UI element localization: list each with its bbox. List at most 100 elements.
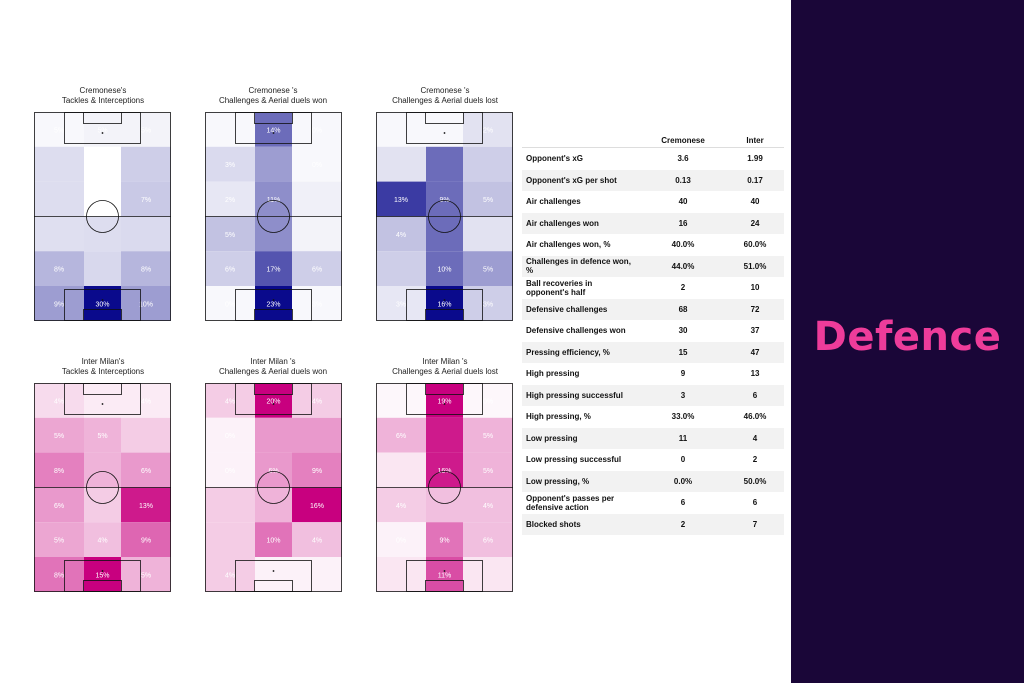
- inter-value: 6: [726, 384, 784, 406]
- table-row: Low pressing successful 0 2: [522, 449, 784, 471]
- heatmap-cell-label: 9%: [54, 302, 64, 309]
- heatmap-cell: [255, 181, 292, 217]
- cremonese-value: 9: [680, 369, 686, 379]
- heatmap-cell: [205, 286, 255, 321]
- heatmap-cell: [34, 146, 84, 182]
- heatmap-cell: [376, 417, 426, 453]
- table-row: Air challenges 40 40: [522, 191, 784, 213]
- pitch-heatmap-svg: 19% 0%6% 5%16% 5%4% 4%0% 9% 6%11%: [376, 383, 513, 592]
- heatmap-cell: [205, 452, 255, 488]
- heatmap-cell: [84, 181, 121, 217]
- heatmap-cell: [463, 557, 513, 592]
- heatmap-cell-label: 5%: [141, 127, 151, 134]
- table-row: Opponent's passes per defensive action 6 6: [522, 492, 784, 514]
- heatmap-cell: [121, 417, 171, 453]
- heatmap-cell-label: 0%: [312, 127, 322, 134]
- cremonese-value: 16: [640, 212, 727, 234]
- heatmap-cell-label: 4%: [312, 538, 322, 545]
- heatmap-cell: [426, 181, 463, 217]
- heatmap-cell: [121, 112, 171, 147]
- heatmap-cell-label: 4%: [396, 232, 406, 239]
- heatmap-cell-label: 14%: [266, 127, 280, 134]
- heatmap-cell: [426, 251, 463, 286]
- table-row: Ball recoveries in opponent's half 2 10: [522, 277, 784, 299]
- stat-label: Pressing efficiency, %: [522, 341, 640, 363]
- heatmap-cell: [255, 487, 292, 523]
- heatmap-cell: [426, 146, 463, 182]
- heatmap-cell-label: 10%: [437, 267, 451, 274]
- pitch-lines: [34, 383, 171, 592]
- heatmap-cell-label: 3%: [312, 302, 322, 309]
- heatmap-cell: [121, 216, 171, 252]
- table-row: Low pressing 11 4: [522, 427, 784, 449]
- table-row: Opponent's xG 3.6 1.99: [522, 148, 784, 170]
- section-title: Defence: [813, 314, 1002, 360]
- heatmap-cell-label: 6%: [396, 433, 406, 440]
- heatmap-cell-label: 6%: [483, 538, 493, 545]
- heatmap-cell: [34, 112, 84, 147]
- heatmap-cell: [255, 112, 292, 147]
- pitch-title: Cremonese 's Challenges & Aerial duels w…: [183, 86, 363, 105]
- inter-value: 40: [750, 197, 760, 207]
- heatmap-cell-label: 2%: [483, 127, 493, 134]
- heatmap-cell: [463, 216, 513, 252]
- heatmap-cell-label: 17%: [266, 267, 280, 274]
- heatmap-cell: [376, 181, 426, 217]
- heatmap-cell: [376, 522, 426, 557]
- column-header: Inter: [726, 133, 784, 148]
- heatmap-cell: [292, 557, 342, 592]
- heatmap-pitch: 2% 13% 9% 5% 4% 10% 5% 3% 16% 3%: [376, 112, 513, 321]
- heatmap-pitch: 4% 4% 5% 5% 8% 6% 6% 13% 5% 4% 9% 8% 15% 5%: [34, 383, 171, 592]
- stat-label: Air challenges: [526, 197, 581, 207]
- heatmap-cell: [84, 251, 121, 286]
- heatmap-cell-label: 6%: [312, 267, 322, 274]
- heatmap-cell: [255, 146, 292, 182]
- heatmap-cell: [463, 181, 513, 217]
- cremonese-value: 0: [680, 455, 686, 465]
- heatmap-cell-label: 20%: [266, 398, 280, 405]
- heatmap-cell: [121, 452, 171, 488]
- heatmap-pitch: 14% 0% 3% 0% 2% 11% 5% 6% 17% 6% 0% 23% 3%: [205, 112, 342, 321]
- heatmap-cell-label: 6%: [54, 503, 64, 510]
- heatmap-cell-label: 5%: [483, 433, 493, 440]
- heatmap-cell: [34, 522, 84, 557]
- heatmap-cell: [376, 487, 426, 523]
- heatmap-cell-label: 8%: [54, 573, 64, 580]
- heatmap-cell: [205, 383, 255, 418]
- pitch-lines: [376, 112, 513, 321]
- pitch-title-team: Cremonese 's: [420, 86, 470, 95]
- heatmap-cell: [205, 522, 255, 557]
- heatmap-cell: [426, 216, 463, 252]
- heatmap-cell: [426, 522, 463, 557]
- heatmap-cell: [34, 557, 84, 592]
- pitch-title-team: Inter Milan 's: [422, 357, 468, 366]
- table-row: Challenges in defence won, % 44.0% 51.0%: [522, 255, 784, 277]
- cremonese-value: 3: [640, 384, 727, 406]
- inter-value: 7: [726, 513, 784, 535]
- heatmap-pitch: 19% 0% 6% 5% 16% 5% 4% 4% 0% 9% 6% 11%: [376, 383, 513, 592]
- stat-label: Opponent's xG: [526, 154, 584, 164]
- inter-value: 4: [726, 427, 784, 449]
- heatmap-cell: [84, 383, 121, 418]
- stat-label: Low pressing: [522, 427, 640, 449]
- heatmap-cell-label: 5%: [483, 468, 493, 475]
- stat-label: Opponent's passes per defensive action: [526, 493, 615, 512]
- heatmap-cell: [34, 383, 84, 418]
- heatmap-cell-label: 5%: [97, 433, 107, 440]
- heatmap-cell: [255, 286, 292, 321]
- heatmap-cell-label: 2%: [225, 197, 235, 204]
- heatmap-cell: [255, 452, 292, 488]
- heatmap-cell: [34, 417, 84, 453]
- heatmap-cell: [292, 383, 342, 418]
- heatmap-cell: [84, 112, 121, 147]
- heatmap-cell: [292, 112, 342, 147]
- heatmap-cell: [292, 251, 342, 286]
- table-row: Low pressing, % 0.0% 50.0%: [522, 470, 784, 492]
- column-header: Cremonese: [640, 133, 727, 148]
- heatmap-cell-label: 3%: [483, 302, 493, 309]
- inter-value: 1.99: [747, 154, 763, 164]
- heatmap-cell-label: 8%: [141, 267, 151, 274]
- inter-value: 51.0%: [726, 255, 784, 277]
- heatmap-cell-label: 7%: [141, 197, 151, 204]
- table-row: Pressing efficiency, % 15 47: [522, 341, 784, 363]
